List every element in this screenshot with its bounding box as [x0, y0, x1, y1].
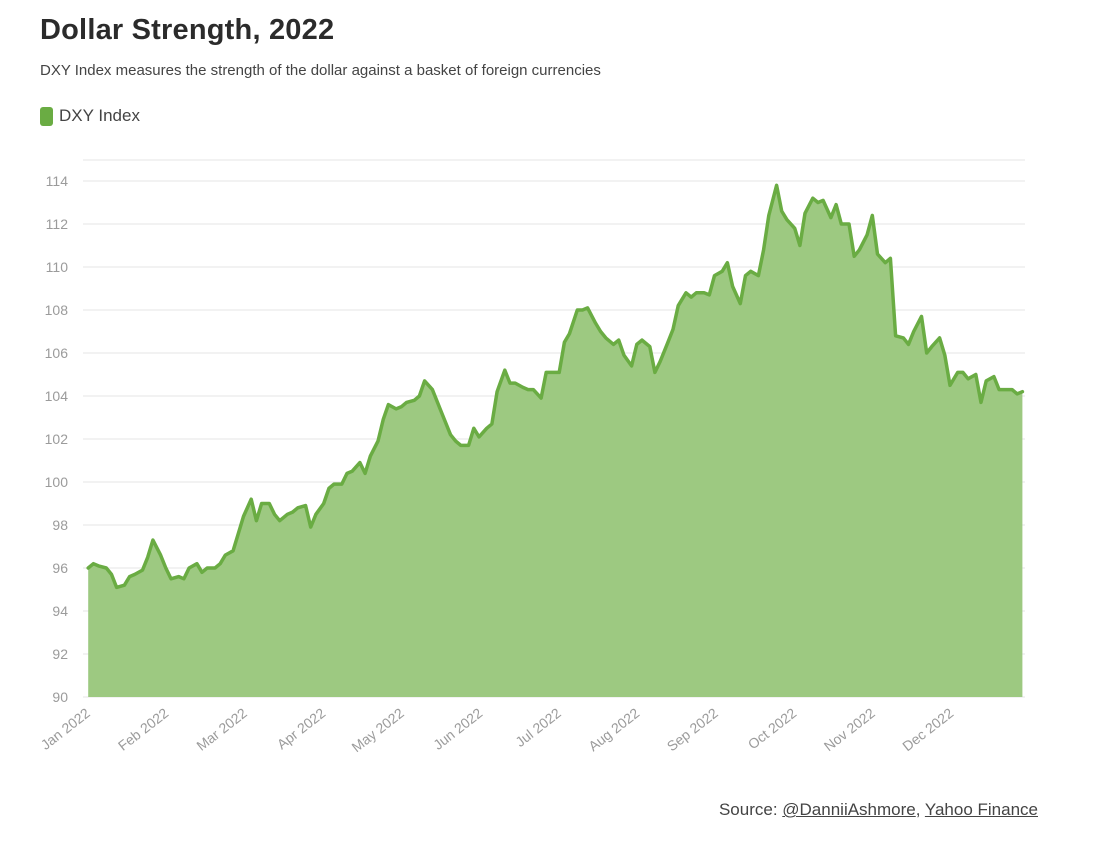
series-area-fill-0 — [88, 185, 1023, 698]
x-tick-label-3: Apr 2022 — [274, 705, 329, 753]
y-tick-label-104: 104 — [45, 388, 69, 404]
y-axis: 90 92 94 96 98 100 102 104 106 108 110 112 114 — [45, 173, 69, 705]
source-provider-link[interactable]: Yahoo Finance — [924, 800, 1038, 819]
legend-swatch — [40, 106, 53, 126]
x-tick-label-7: Aug 2022 — [585, 705, 642, 755]
y-tick-label-92: 92 — [52, 646, 68, 662]
x-tick-label-10: Nov 2022 — [821, 705, 878, 755]
x-tick-label-2: Mar 2022 — [193, 705, 250, 754]
y-tick-label-102: 102 — [45, 431, 69, 447]
y-tick-label-108: 108 — [45, 302, 69, 318]
y-tick-label-98: 98 — [52, 517, 68, 533]
x-tick-label-9: Oct 2022 — [745, 705, 800, 753]
legend: DXY Index — [40, 106, 140, 126]
x-tick-label-6: Jul 2022 — [512, 705, 564, 750]
y-tick-label-96: 96 — [52, 560, 68, 576]
y-tick-label-114: 114 — [46, 173, 69, 189]
y-tick-label-112: 112 — [46, 216, 69, 232]
y-tick-label-106: 106 — [45, 345, 69, 361]
x-tick-label-4: May 2022 — [349, 705, 407, 756]
source-separator: , — [915, 800, 925, 819]
series-line-0 — [86, 183, 1025, 590]
x-tick-label-0: Jan 2022 — [38, 705, 93, 753]
x-axis: Jan 2022 Feb 2022 Mar 2022 Apr 2022 May 2022… — [38, 705, 957, 756]
chart-subtitle: DXY Index measures the strength of the d… — [40, 62, 601, 79]
chart-title: Dollar Strength, 2022 — [40, 14, 335, 46]
series-area-group — [86, 183, 1025, 698]
source-prefix: Source: — [718, 800, 783, 819]
y-tick-label-94: 94 — [52, 603, 68, 619]
x-tick-label-11: Dec 2022 — [899, 705, 956, 755]
x-tick-label-8: Sep 2022 — [664, 705, 721, 755]
y-tick-label-110: 110 — [46, 259, 69, 275]
y-tick-label-100: 100 — [45, 474, 69, 490]
source-note: Source: @DanniiAshmore, Yahoo Finance — [719, 800, 1038, 820]
source-author-link[interactable]: @DanniiAshmore — [782, 800, 916, 819]
legend-label: DXY Index — [59, 106, 140, 125]
x-tick-label-5: Jun 2022 — [430, 705, 485, 753]
x-tick-label-1: Feb 2022 — [115, 705, 172, 754]
y-tick-label-90: 90 — [52, 689, 68, 705]
